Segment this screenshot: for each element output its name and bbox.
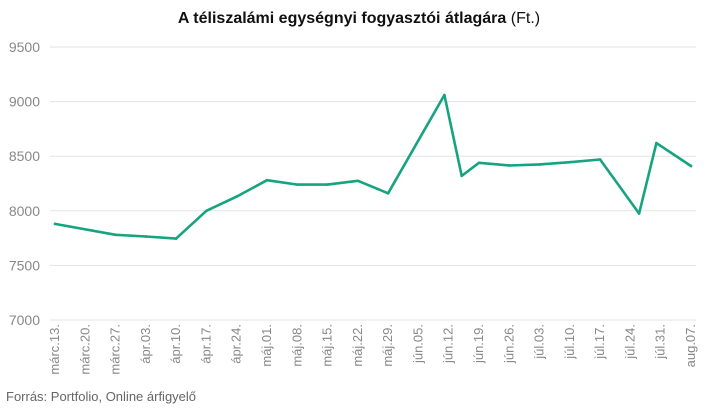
data-point	[598, 158, 602, 161]
data-point	[386, 192, 390, 195]
data-point	[655, 141, 658, 145]
series-line	[53, 93, 693, 240]
y-axis-ticks: 7000 7500 8000 8500 9000 9500	[9, 39, 40, 328]
data-point	[265, 178, 269, 182]
data-point	[205, 209, 208, 213]
series-layer	[53, 93, 693, 240]
data-point	[53, 222, 57, 226]
x-tick-label: ápr.24.	[229, 324, 244, 364]
gridlines	[50, 46, 696, 321]
x-tick-label: jún.12.	[441, 324, 456, 364]
data-point	[568, 160, 572, 164]
chart-title-unit: (Ft.)	[510, 10, 541, 27]
x-tick-label: máj.08.	[289, 324, 304, 367]
x-tick-label: márc.13.	[47, 324, 62, 375]
data-point	[443, 93, 446, 97]
data-point	[235, 195, 239, 198]
data-point	[507, 164, 511, 167]
x-tick-label: máj.15.	[320, 324, 335, 367]
x-tick-label: márc.20.	[77, 324, 92, 375]
x-tick-label: júl.03.	[532, 324, 547, 360]
data-point	[114, 233, 117, 237]
x-tick-label: máj.29.	[380, 324, 395, 367]
x-tick-label: júl.10.	[562, 324, 577, 360]
data-point	[538, 163, 541, 166]
x-tick-label: máj.01.	[259, 324, 274, 367]
y-tick-label: 8000	[9, 203, 40, 219]
data-point	[295, 183, 299, 186]
data-point	[326, 183, 329, 186]
y-tick-label: 9500	[9, 39, 40, 55]
data-point	[356, 179, 360, 183]
x-tick-label: júl.31.	[653, 324, 668, 360]
chart-title-text: A téliszalámi egységnyi fogyasztói átlag…	[177, 10, 507, 27]
x-tick-label: ápr.17.	[198, 324, 213, 364]
source-note: Forrás: Portfolio, Online árfigyelő	[6, 389, 197, 404]
x-tick-label: aug.07.	[683, 324, 698, 367]
x-tick-label: ápr.10.	[168, 324, 183, 364]
data-point	[689, 164, 693, 168]
y-tick-label: 8500	[9, 148, 40, 164]
y-tick-label: 9000	[9, 94, 40, 110]
x-tick-label: júl.17.	[592, 324, 607, 360]
x-tick-label: júl.24.	[622, 324, 637, 360]
x-tick-label: jún.26.	[501, 324, 516, 364]
x-tick-label: márc.27.	[108, 324, 123, 375]
data-point	[637, 212, 641, 215]
x-tick-label: jún.19.	[471, 324, 486, 364]
chart-title: A téliszalámi egységnyi fogyasztói átlag…	[0, 10, 718, 28]
data-point	[174, 237, 178, 240]
x-tick-label: jún.05.	[410, 324, 425, 364]
data-point	[477, 161, 481, 165]
y-tick-label: 7500	[9, 257, 40, 273]
x-tick-label: máj.22.	[350, 324, 365, 367]
data-point	[460, 174, 463, 178]
data-point	[144, 235, 148, 238]
x-axis-ticks: márc.13. márc.20. márc.27. ápr.03. ápr.10. áp…	[47, 324, 698, 375]
x-tick-label: ápr.03.	[138, 324, 153, 364]
y-tick-label: 7000	[9, 312, 40, 328]
